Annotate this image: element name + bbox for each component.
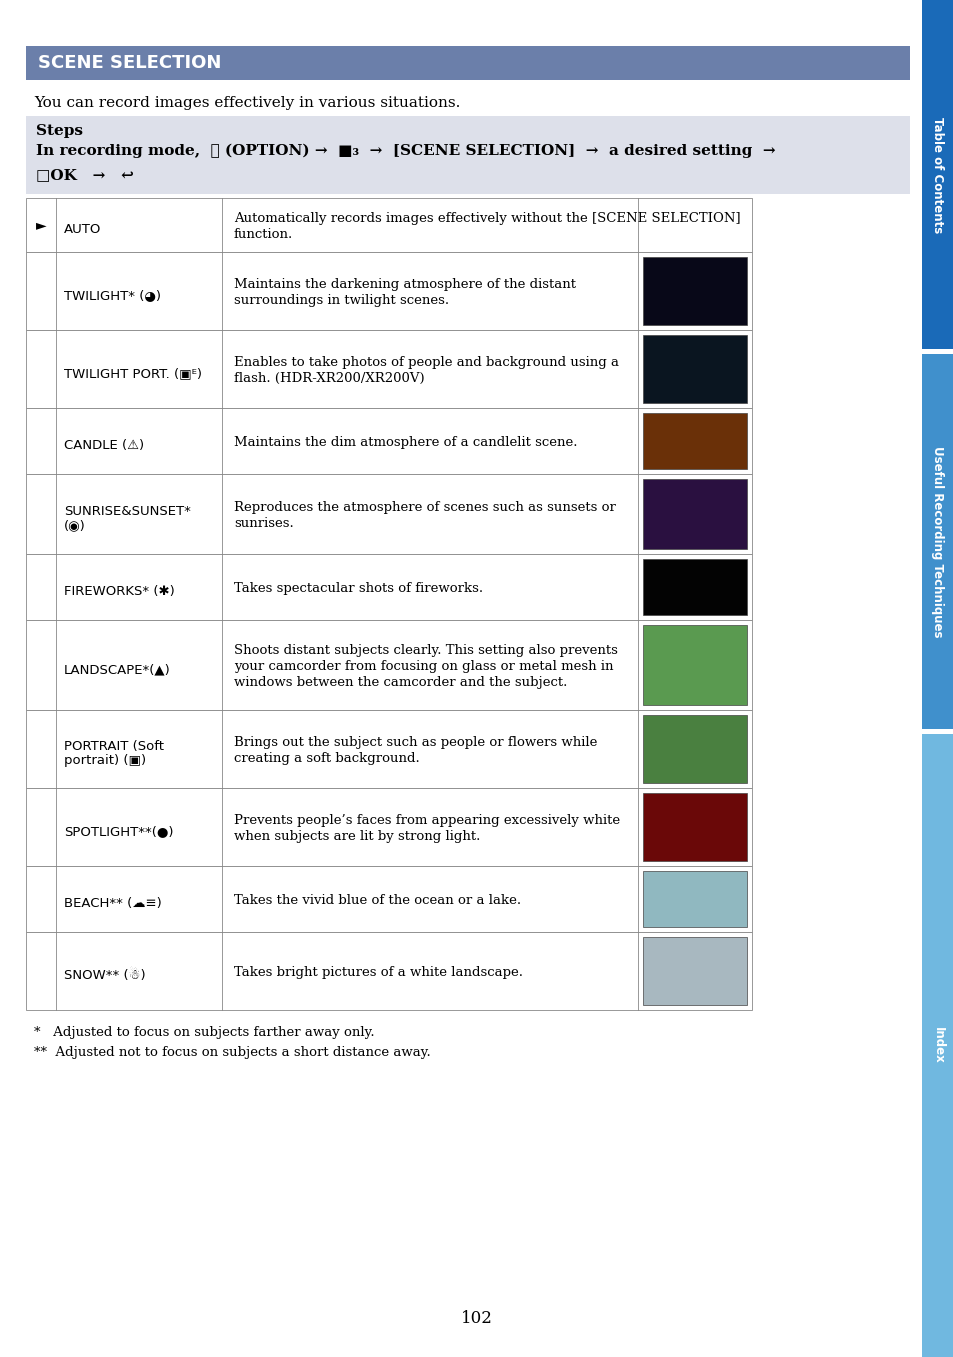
- Bar: [26, 198, 751, 252]
- Text: LANDSCAPE*(▲): LANDSCAPE*(▲): [64, 664, 171, 676]
- Text: SCENE SELECTION: SCENE SELECTION: [38, 54, 221, 72]
- Bar: [26, 408, 751, 474]
- Bar: [921, 354, 953, 730]
- Bar: [921, 0, 953, 350]
- Bar: [642, 256, 746, 324]
- Text: when subjects are lit by strong light.: when subjects are lit by strong light.: [233, 830, 480, 843]
- Bar: [642, 335, 746, 403]
- Bar: [921, 349, 953, 354]
- Text: CANDLE (⚠): CANDLE (⚠): [64, 440, 144, 452]
- Text: Index: Index: [930, 1027, 943, 1064]
- Text: BEACH** (☁≡): BEACH** (☁≡): [64, 897, 162, 911]
- Text: Table of Contents: Table of Contents: [930, 117, 943, 233]
- Text: surroundings in twilight scenes.: surroundings in twilight scenes.: [233, 294, 449, 307]
- Text: Enables to take photos of people and background using a: Enables to take photos of people and bac…: [233, 356, 618, 369]
- Text: SUNRISE&SUNSET*: SUNRISE&SUNSET*: [64, 505, 191, 518]
- Bar: [26, 252, 751, 330]
- Text: your camcorder from focusing on glass or metal mesh in: your camcorder from focusing on glass or…: [233, 660, 613, 673]
- Bar: [642, 936, 746, 1006]
- Bar: [642, 715, 746, 783]
- Text: In recording mode,  ☰ (OPTION) →  ■₃  →  [SCENE SELECTION]  →  a desired setting: In recording mode, ☰ (OPTION) → ■₃ → [SC…: [36, 144, 775, 159]
- Text: AUTO: AUTO: [64, 223, 101, 236]
- Text: SNOW** (☃): SNOW** (☃): [64, 969, 146, 982]
- Bar: [921, 734, 953, 1357]
- Text: PORTRAIT (Soft: PORTRAIT (Soft: [64, 740, 164, 753]
- Bar: [26, 866, 751, 932]
- Bar: [26, 46, 909, 80]
- Text: Reproduces the atmosphere of scenes such as sunsets or: Reproduces the atmosphere of scenes such…: [233, 501, 616, 514]
- Text: (◉): (◉): [64, 518, 86, 532]
- Text: TWILIGHT PORT. (▣ᴱ): TWILIGHT PORT. (▣ᴱ): [64, 366, 202, 380]
- Bar: [642, 479, 746, 550]
- Text: Prevents people’s faces from appearing excessively white: Prevents people’s faces from appearing e…: [233, 814, 619, 826]
- Text: Brings out the subject such as people or flowers while: Brings out the subject such as people or…: [233, 735, 597, 749]
- Text: windows between the camcorder and the subject.: windows between the camcorder and the su…: [233, 676, 567, 689]
- Text: 102: 102: [460, 1310, 493, 1327]
- Text: portrait) (▣): portrait) (▣): [64, 754, 146, 767]
- Text: □OK   →   ↩: □OK → ↩: [36, 168, 133, 182]
- Bar: [26, 474, 751, 554]
- Text: Maintains the darkening atmosphere of the distant: Maintains the darkening atmosphere of th…: [233, 278, 576, 290]
- Text: FIREWORKS* (✱): FIREWORKS* (✱): [64, 585, 174, 598]
- Bar: [26, 788, 751, 866]
- Text: Takes spectacular shots of fireworks.: Takes spectacular shots of fireworks.: [233, 582, 482, 594]
- Text: Maintains the dim atmosphere of a candlelit scene.: Maintains the dim atmosphere of a candle…: [233, 436, 577, 449]
- Text: Takes bright pictures of a white landscape.: Takes bright pictures of a white landsca…: [233, 966, 522, 978]
- Text: TWILIGHT* (◕): TWILIGHT* (◕): [64, 289, 161, 303]
- Text: SPOTLIGHT**(●): SPOTLIGHT**(●): [64, 825, 173, 839]
- Text: **  Adjusted not to focus on subjects a short distance away.: ** Adjusted not to focus on subjects a s…: [34, 1046, 431, 1058]
- Text: *   Adjusted to focus on subjects farther away only.: * Adjusted to focus on subjects farther …: [34, 1026, 375, 1039]
- Text: sunrises.: sunrises.: [233, 517, 294, 531]
- Bar: [642, 626, 746, 706]
- Bar: [642, 413, 746, 470]
- Bar: [642, 792, 746, 860]
- Text: Steps: Steps: [36, 123, 83, 138]
- Bar: [26, 932, 751, 1010]
- Text: ►: ►: [35, 218, 47, 232]
- Text: flash. (HDR-XR200/XR200V): flash. (HDR-XR200/XR200V): [233, 372, 424, 385]
- Bar: [26, 330, 751, 408]
- Bar: [26, 554, 751, 620]
- Text: Automatically records images effectively without the [SCENE SELECTION]: Automatically records images effectively…: [233, 212, 740, 225]
- Bar: [642, 559, 746, 615]
- Text: You can record images effectively in various situations.: You can record images effectively in var…: [34, 96, 460, 110]
- Text: function.: function.: [233, 228, 293, 242]
- Text: Useful Recording Techniques: Useful Recording Techniques: [930, 446, 943, 638]
- Bar: [26, 620, 751, 710]
- Bar: [642, 871, 746, 927]
- Text: Shoots distant subjects clearly. This setting also prevents: Shoots distant subjects clearly. This se…: [233, 645, 618, 657]
- Bar: [921, 729, 953, 734]
- Bar: [26, 115, 909, 194]
- Text: creating a soft background.: creating a soft background.: [233, 752, 419, 765]
- Bar: [26, 710, 751, 788]
- Text: Takes the vivid blue of the ocean or a lake.: Takes the vivid blue of the ocean or a l…: [233, 894, 520, 906]
